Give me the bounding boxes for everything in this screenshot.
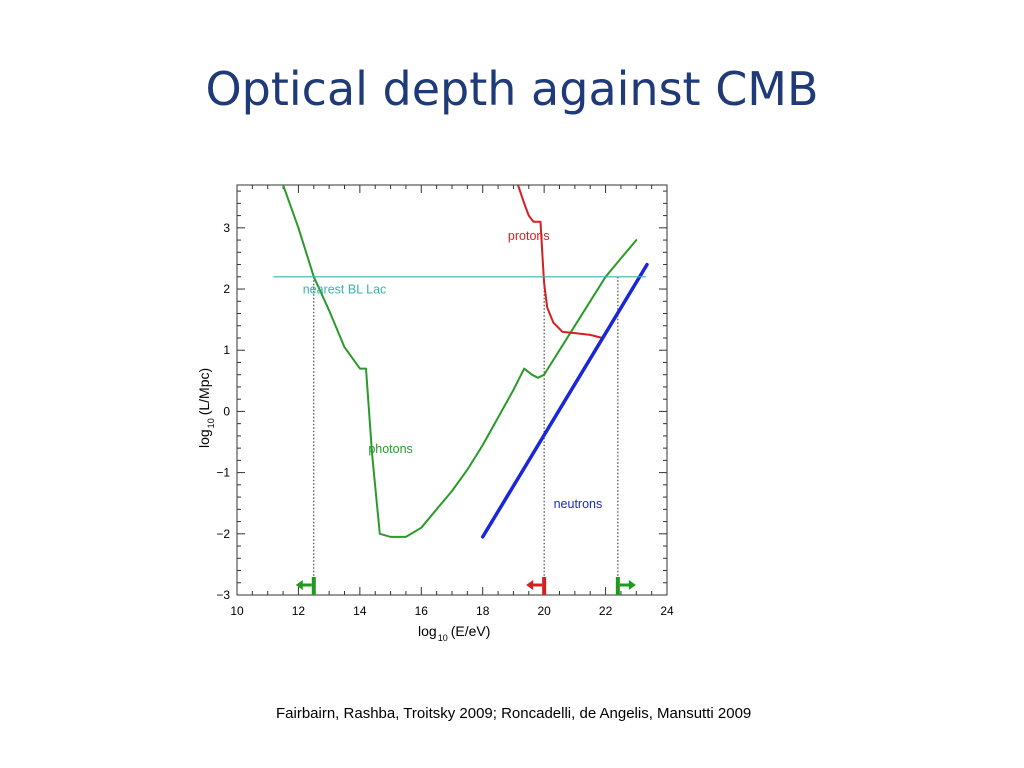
series-label: protons <box>508 229 550 243</box>
x-axis-title-rest: (E/eV) <box>451 623 491 639</box>
slide-title: Optical depth against CMB <box>205 62 819 116</box>
vertical-markers <box>295 276 636 595</box>
marker-bar <box>615 577 620 595</box>
x-tick-label: 16 <box>415 604 429 618</box>
series-label: neutrons <box>554 497 603 511</box>
series-protons <box>517 185 604 339</box>
x-tick-label: 24 <box>660 604 674 618</box>
series-labels: photons protons nearest BL Lac neutrons <box>303 229 603 511</box>
x-tick-label: 20 <box>537 604 551 618</box>
y-tick-label: −3 <box>216 588 230 602</box>
x-axis-title-sub: 10 <box>438 633 448 643</box>
plot-frame <box>236 184 668 596</box>
marker-arrow-head <box>628 580 636 590</box>
y-tick-label: −2 <box>216 527 230 541</box>
marker-bar <box>542 577 547 595</box>
y-tick-label: 2 <box>223 282 230 296</box>
y-axis-title-sub: 10 <box>206 418 216 428</box>
y-axis-title-rest: (L/Mpc) <box>196 368 212 415</box>
x-tick-label: 12 <box>292 604 306 618</box>
series-lines <box>273 185 649 539</box>
series-label: nearest BL Lac <box>303 282 387 296</box>
x-tick-label: 10 <box>230 604 244 618</box>
y-tick-label: 3 <box>223 221 230 235</box>
citation: Fairbairn, Rashba, Troitsky 2009; Roncad… <box>276 705 752 722</box>
x-tick-label: 18 <box>476 604 490 618</box>
series-photons <box>282 185 638 538</box>
y-axis-title: log10 (L/Mpc) <box>196 368 216 448</box>
marker-arrow-head <box>526 580 534 590</box>
y-tick-label: 1 <box>223 343 230 357</box>
marker-bar <box>311 577 316 595</box>
series-label: photons <box>368 442 412 456</box>
x-axis-title: log10 (E/eV) <box>418 623 490 643</box>
y-axis-title-main: log <box>196 429 212 448</box>
x-tick-label: 14 <box>353 604 367 618</box>
series-neutrons <box>480 262 649 539</box>
x-tick-label: 22 <box>599 604 613 618</box>
y-tick-label: 0 <box>223 404 230 418</box>
marker-arrow-head <box>295 580 303 590</box>
x-axis-title-main: log <box>418 623 437 639</box>
y-tick-label: −1 <box>216 466 230 480</box>
